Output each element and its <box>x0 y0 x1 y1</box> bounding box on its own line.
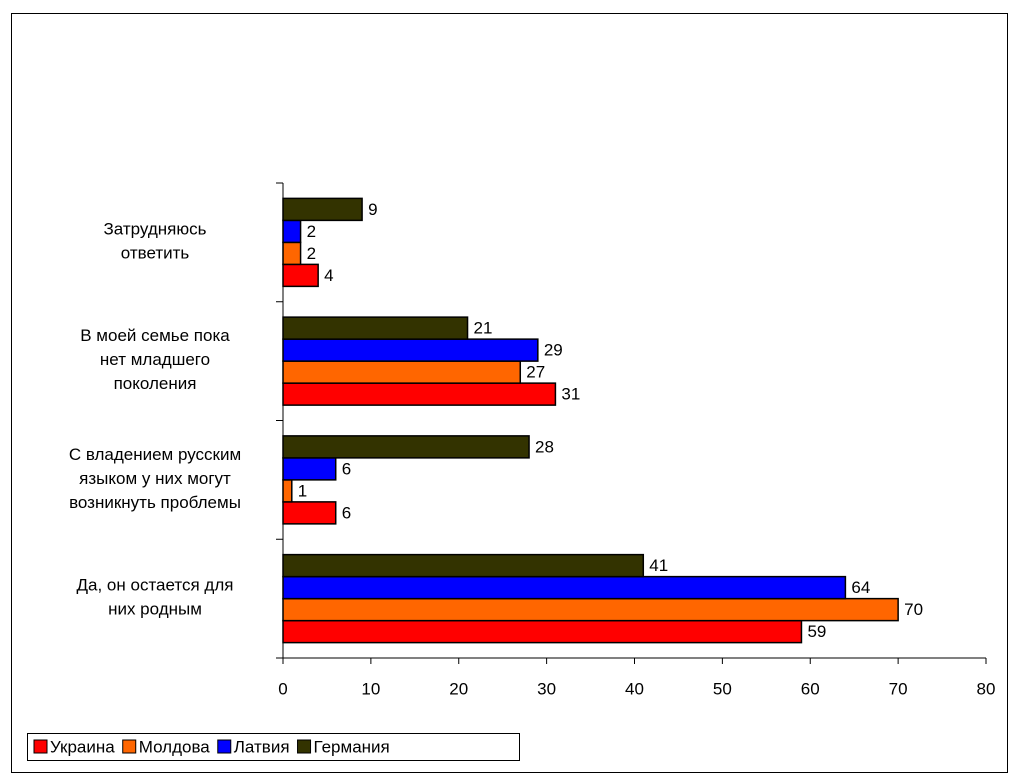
category-label: В моей семье пока нет младшего поколения <box>80 327 230 394</box>
bar <box>282 197 363 222</box>
bar <box>282 382 557 406</box>
x-tick-label: 60 <box>801 679 820 698</box>
legend: Украина Молдова Латвия Германия <box>27 733 520 761</box>
value-label: 41 <box>649 556 668 575</box>
bar <box>282 457 337 481</box>
legend-frame <box>27 733 520 761</box>
bar <box>282 575 847 600</box>
x-tick-label: 40 <box>625 679 644 698</box>
legend-label: Молдова <box>139 737 211 756</box>
value-label: 6 <box>342 459 351 478</box>
bar <box>282 553 645 578</box>
legend-swatch <box>217 739 232 754</box>
value-label: 2 <box>307 244 316 263</box>
x-tick-label: 80 <box>977 679 996 698</box>
legend-swatch <box>297 739 312 754</box>
bar <box>282 263 319 288</box>
value-label: 29 <box>544 341 563 360</box>
bar <box>282 316 469 340</box>
legend-swatch <box>33 739 48 754</box>
value-label: 21 <box>474 319 493 338</box>
category-label: Затрудняюсь ответить <box>104 220 207 263</box>
value-label: 1 <box>298 481 307 500</box>
bar <box>282 619 803 644</box>
value-label: 6 <box>342 503 351 522</box>
x-tick-label: 30 <box>537 679 556 698</box>
legend-swatch <box>122 739 137 754</box>
bar <box>282 219 302 244</box>
bar <box>282 360 522 384</box>
bar <box>282 435 530 459</box>
value-label: 64 <box>851 578 870 597</box>
value-label: 9 <box>368 200 377 219</box>
legend-label: Германия <box>314 737 390 756</box>
value-label: 70 <box>904 600 923 619</box>
value-label: 4 <box>324 266 333 285</box>
bar <box>282 479 293 503</box>
x-tick-label: 0 <box>278 679 287 698</box>
x-tick-label: 70 <box>889 679 908 698</box>
legend-label: Украина <box>50 737 115 756</box>
bar <box>282 338 539 362</box>
bar <box>282 241 302 266</box>
legend-label: Латвия <box>234 737 290 756</box>
bar <box>282 501 337 525</box>
value-label: 28 <box>535 437 554 456</box>
value-label: 27 <box>526 363 545 382</box>
x-tick-label: 10 <box>361 679 380 698</box>
bar <box>282 597 899 622</box>
category-label: Да, он остается для них родным <box>77 576 234 619</box>
value-label: 2 <box>307 222 316 241</box>
category-label: С владением русским языком у них могут воз… <box>69 445 241 512</box>
x-tick-label: 50 <box>713 679 732 698</box>
x-tick-label: 20 <box>449 679 468 698</box>
value-label: 31 <box>561 385 580 404</box>
value-label: 59 <box>807 622 826 641</box>
